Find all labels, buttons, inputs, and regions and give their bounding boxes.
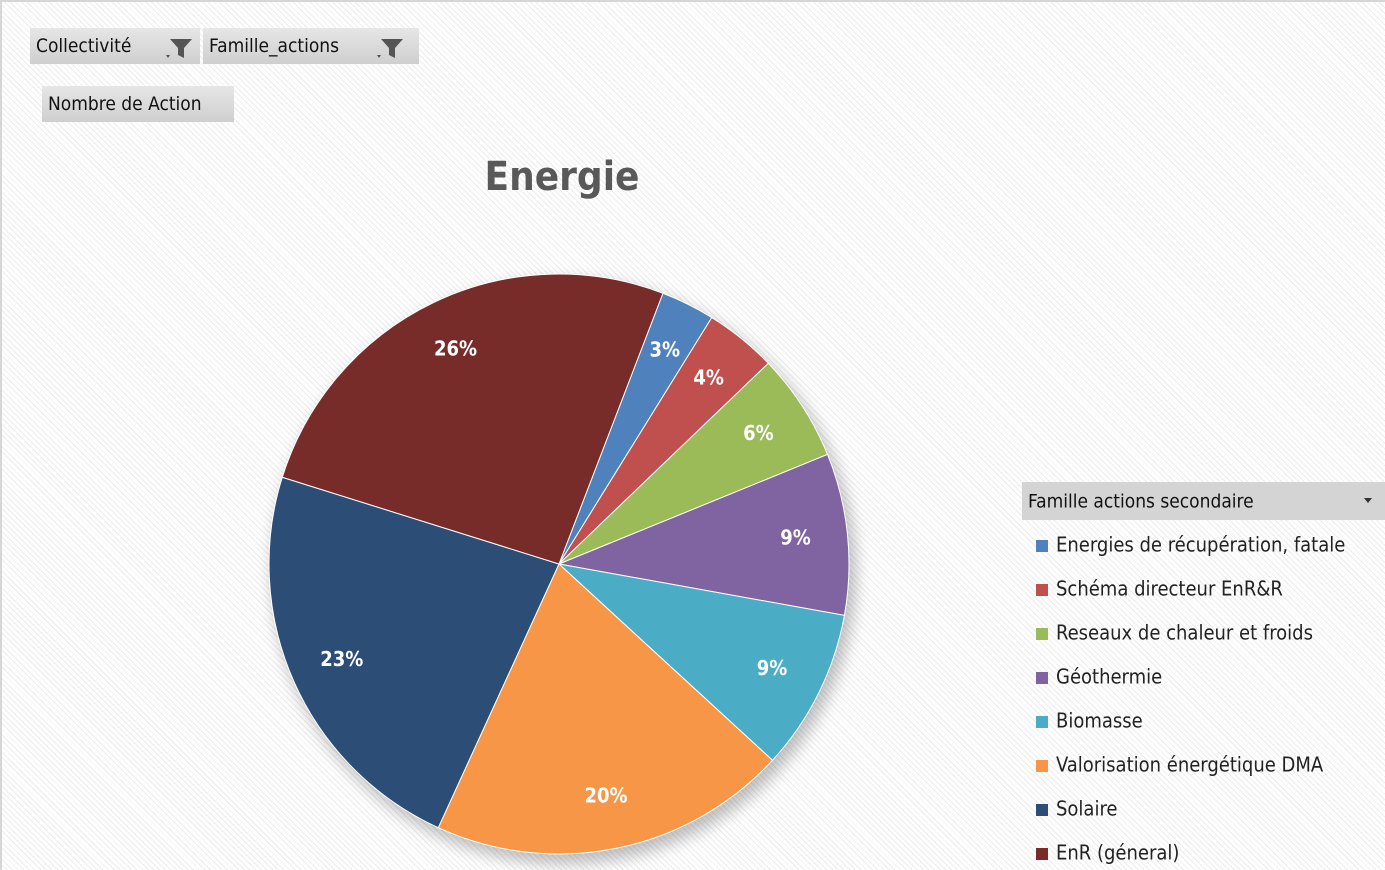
- pie-shadow: [272, 280, 856, 864]
- legend-swatch: [1036, 628, 1048, 640]
- legend-label: Géothermie: [1056, 665, 1162, 689]
- value-field-label: Nombre de Action: [48, 93, 202, 115]
- dropdown-arrow: [1364, 498, 1372, 503]
- legend-label: Valorisation énergétique DMA: [1056, 753, 1324, 777]
- legend-swatch: [1036, 672, 1048, 684]
- data-label: 4%: [693, 366, 724, 390]
- pie-slice: [557, 453, 850, 616]
- legend-label: EnR (géneral): [1056, 841, 1179, 865]
- legend-swatch: [1036, 540, 1048, 552]
- filter-button[interactable]: Famille_actions: [203, 28, 419, 64]
- chart-title: Energie: [485, 154, 640, 200]
- data-label: 6%: [743, 421, 774, 445]
- legend-swatch: [1036, 804, 1048, 816]
- legend-swatch: [1036, 848, 1048, 860]
- legend-swatch: [1036, 760, 1048, 772]
- legend-swatch: [1036, 584, 1048, 596]
- filter-label: Collectivité: [36, 35, 132, 57]
- filter-icon: [166, 39, 192, 58]
- pie-slice: [268, 476, 560, 829]
- pie-slice: [557, 563, 845, 762]
- legend-label: Solaire: [1056, 797, 1117, 821]
- pie-slice: [558, 316, 770, 565]
- legend-label: Biomasse: [1056, 709, 1143, 733]
- legend-swatch: [1036, 716, 1048, 728]
- data-label: 23%: [320, 647, 363, 671]
- data-label: 26%: [434, 336, 477, 360]
- legend-title: Famille actions secondaire: [1028, 491, 1254, 513]
- legend-label: Reseaux de chaleur et froids: [1056, 621, 1313, 645]
- data-label: 9%: [757, 656, 788, 680]
- data-label: 9%: [780, 526, 811, 550]
- filter-button[interactable]: Collectivité: [30, 28, 200, 64]
- pie-slice: [558, 292, 713, 565]
- data-label: 20%: [584, 784, 627, 808]
- filter-icon: [377, 39, 403, 58]
- legend-label: Energies de récupération, fatale: [1056, 533, 1345, 557]
- value-field-button[interactable]: Nombre de Action: [42, 86, 234, 122]
- pie-slice: [281, 273, 664, 565]
- legend-label: Schéma directeur EnR&R: [1056, 577, 1283, 601]
- filter-label: Famille_actions: [209, 35, 340, 57]
- legend-header[interactable]: [1022, 482, 1385, 520]
- pie-slice: [558, 362, 829, 565]
- data-label: 3%: [649, 337, 680, 361]
- pie-slice: [437, 563, 774, 855]
